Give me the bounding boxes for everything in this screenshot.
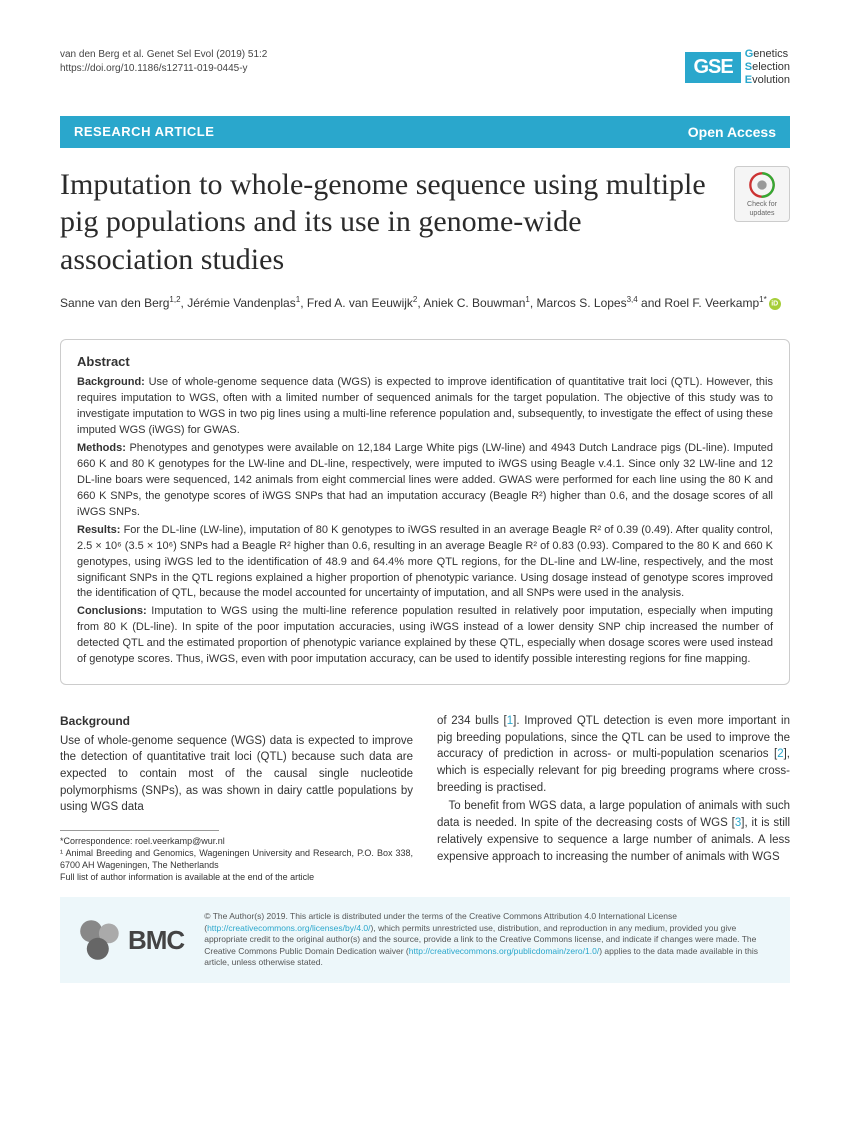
correspondence-email: *Correspondence: roel.veerkamp@wur.nl: [60, 835, 413, 847]
abs-methods-label: Methods:: [77, 442, 126, 454]
correspondence-note: Full list of author information is avail…: [60, 871, 413, 883]
open-access-label: Open Access: [688, 124, 776, 140]
license-footer: BMC © The Author(s) 2019. This article i…: [60, 897, 790, 982]
cc-by-link[interactable]: http://creativecommons.org/licenses/by/4…: [207, 923, 370, 933]
abstract-heading: Abstract: [77, 354, 773, 369]
running-header: van den Berg et al. Genet Sel Evol (2019…: [60, 48, 790, 88]
cc0-link[interactable]: http://creativecommons.org/publicdomain/…: [409, 946, 599, 956]
correspondence-separator: [60, 830, 219, 831]
abs-bg-text: Use of whole-genome sequence data (WGS) …: [77, 376, 773, 436]
body-col2-p2: To benefit from WGS data, a large popula…: [437, 798, 790, 865]
abstract-body: Background: Use of whole-genome sequence…: [77, 375, 773, 668]
journal-logo-abbrev: GSE: [685, 52, 740, 83]
citation-text: van den Berg et al. Genet Sel Evol (2019…: [60, 48, 267, 62]
license-text: © The Author(s) 2019. This article is di…: [204, 911, 772, 968]
bmc-icon: [78, 918, 122, 962]
background-paragraph: Use of whole-genome sequence (WGS) data …: [60, 733, 413, 816]
body-col2-p1: of 234 bulls [1]. Improved QTL detection…: [437, 713, 790, 796]
abs-results-label: Results:: [77, 524, 120, 536]
article-category: RESEARCH ARTICLE: [74, 124, 214, 139]
background-heading: Background: [60, 713, 413, 730]
body-columns: Background Use of whole-genome sequence …: [60, 713, 790, 883]
abs-methods-text: Phenotypes and genotypes were available …: [77, 442, 773, 518]
abs-conclusions-label: Conclusions:: [77, 605, 147, 617]
left-column: Background Use of whole-genome sequence …: [60, 713, 413, 883]
abs-bg-label: Background:: [77, 376, 145, 388]
abs-results-text: For the DL-line (LW-line), imputation of…: [77, 524, 773, 600]
correspondence-affil: ¹ Animal Breeding and Genomics, Wagening…: [60, 847, 413, 871]
right-column: of 234 bulls [1]. Improved QTL detection…: [437, 713, 790, 883]
bmc-text: BMC: [128, 925, 184, 956]
correspondence-block: *Correspondence: roel.veerkamp@wur.nl ¹ …: [60, 835, 413, 884]
bmc-logo: BMC: [78, 918, 184, 962]
crossmark-icon: [748, 171, 776, 199]
article-title: Imputation to whole-genome sequence usin…: [60, 166, 722, 279]
article-type-banner: RESEARCH ARTICLE Open Access: [60, 116, 790, 148]
crossmark-text-1: Check for: [747, 201, 777, 208]
abstract-box: Abstract Background: Use of whole-genome…: [60, 339, 790, 685]
journal-logo: GSE Genetics Selection Evolution: [685, 48, 790, 88]
doi-link[interactable]: https://doi.org/10.1186/s12711-019-0445-…: [60, 62, 267, 76]
author-list: Sanne van den Berg1,2, Jérémie Vandenpla…: [60, 294, 790, 313]
journal-logo-words: Genetics Selection Evolution: [745, 48, 790, 88]
citation-block: van den Berg et al. Genet Sel Evol (2019…: [60, 48, 267, 76]
orcid-icon[interactable]: [769, 298, 781, 310]
abs-conclusions-text: Imputation to WGS using the multi-line r…: [77, 605, 773, 665]
crossmark-text-2: updates: [750, 210, 775, 217]
authors-text: Sanne van den Berg1,2, Jérémie Vandenpla…: [60, 296, 767, 310]
crossmark-badge[interactable]: Check for updates: [734, 166, 790, 222]
